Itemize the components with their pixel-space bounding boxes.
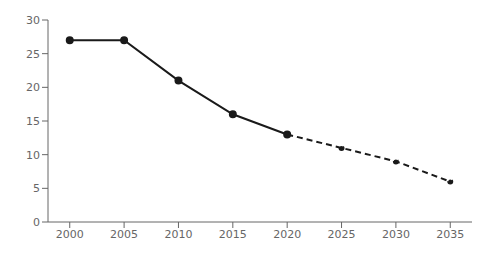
svg-text:5: 5 bbox=[33, 182, 40, 195]
svg-text:2030: 2030 bbox=[382, 228, 410, 241]
svg-text:30: 30 bbox=[26, 14, 40, 27]
svg-text:2025: 2025 bbox=[328, 228, 356, 241]
svg-text:10: 10 bbox=[26, 149, 40, 162]
svg-text:2005: 2005 bbox=[110, 228, 138, 241]
svg-text:20: 20 bbox=[26, 81, 40, 94]
svg-text:2010: 2010 bbox=[164, 228, 192, 241]
svg-text:2035: 2035 bbox=[436, 228, 464, 241]
svg-text:2015: 2015 bbox=[219, 228, 247, 241]
svg-text:2000: 2000 bbox=[56, 228, 84, 241]
svg-text:15: 15 bbox=[26, 115, 40, 128]
svg-text:2020: 2020 bbox=[273, 228, 301, 241]
svg-text:0: 0 bbox=[33, 216, 40, 229]
svg-text:25: 25 bbox=[26, 48, 40, 61]
